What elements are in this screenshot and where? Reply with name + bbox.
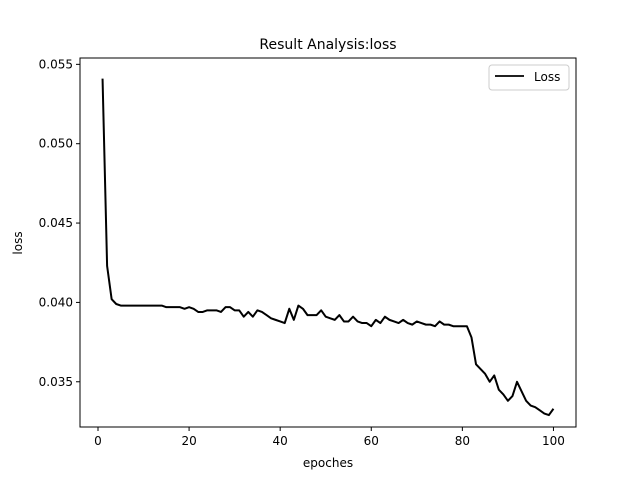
y-tick-label: 0.055 [39,57,73,71]
y-axis-label: loss [11,231,25,254]
legend-box [488,64,570,91]
x-axis-label: epoches [303,456,353,470]
axes-frame [79,57,577,428]
y-tick-label: 0.045 [39,216,73,230]
chart-title: Result Analysis:loss [259,37,396,53]
x-tick-label: 40 [273,434,288,448]
plot-area: 0 20 40 60 80 100 0.035 0.040 0.045 0.050 0.055 [39,57,577,448]
legend-entry-loss: Loss [534,70,560,84]
y-tick-label: 0.035 [39,375,73,389]
x-tick-label: 0 [94,434,102,448]
x-tick-label: 20 [181,434,196,448]
x-tick-label: 80 [455,434,470,448]
x-tick-label: 100 [542,434,565,448]
series-line-loss [101,78,555,417]
y-tick-label: 0.040 [39,295,73,309]
x-tick-label: 60 [364,434,379,448]
y-tick-label: 0.050 [39,137,73,151]
legend: Loss [488,64,570,91]
